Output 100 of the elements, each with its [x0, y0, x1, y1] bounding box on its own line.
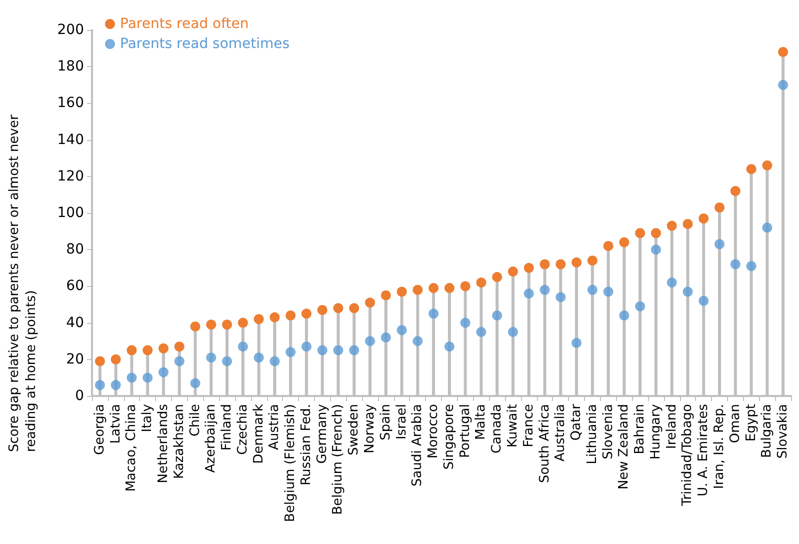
- x-tick-label: Sweden: [346, 404, 362, 456]
- legend-label: Parents read sometimes: [120, 36, 290, 52]
- point: [380, 290, 391, 300]
- point: [746, 261, 756, 272]
- x-tick-label: Qatar: [569, 403, 584, 441]
- point: [110, 354, 121, 364]
- point: [778, 46, 788, 57]
- x-tick-label: Kuwait: [505, 404, 520, 448]
- point: [222, 356, 232, 366]
- point: [365, 336, 376, 346]
- point: [158, 343, 168, 354]
- x-tick-label: U. A. Emirates: [696, 404, 712, 496]
- x-tick-label: Macao, China: [124, 404, 140, 492]
- y-tick-label: 200: [57, 22, 84, 38]
- point: [714, 239, 725, 250]
- x-tick-label: New Zealand: [616, 404, 632, 490]
- x-tick-label: Malta: [474, 404, 489, 440]
- y-tick-label: 100: [57, 205, 84, 221]
- legend-label: Parents read often: [120, 16, 249, 32]
- point: [619, 237, 630, 248]
- x-tick-label: Spain: [378, 404, 394, 440]
- x-tick-label: Portugal: [458, 404, 473, 458]
- y-tick-label: 40: [66, 314, 84, 331]
- point: [682, 218, 693, 229]
- point: [254, 314, 264, 324]
- y-axis-title: Score gap relative to parents never or almost never reading at home (points): [7, 110, 39, 452]
- point: [444, 283, 454, 294]
- point: [428, 308, 439, 319]
- point: [762, 160, 772, 170]
- x-tick-label: Russian Fed.: [298, 404, 314, 486]
- x-tick-label: Trinidad/Tobago: [680, 404, 696, 507]
- point: [698, 213, 709, 224]
- x-tick-label: Latvia: [108, 404, 124, 444]
- x-tick-label: Bahrain: [632, 404, 648, 454]
- x-tick-label: Slovenia: [600, 404, 616, 460]
- point: [572, 257, 582, 268]
- point: [94, 356, 105, 366]
- point: [460, 318, 470, 328]
- point: [540, 259, 550, 270]
- point: [286, 347, 296, 358]
- point: [524, 288, 534, 299]
- point: [270, 312, 280, 322]
- x-tick-label: Lithuania: [584, 404, 600, 464]
- y-tick-label: 80: [66, 242, 84, 258]
- y-tick-label: 180: [57, 58, 84, 75]
- x-tick-label: Belgium (French): [330, 404, 346, 515]
- point: [666, 278, 677, 288]
- x-tick-label: Slovakia: [776, 404, 791, 459]
- x-tick-label: Italy: [140, 404, 156, 432]
- point: [126, 345, 137, 356]
- x-tick-label: Australia: [553, 404, 568, 462]
- x-tick-label: Canada: [490, 404, 505, 454]
- point: [603, 286, 614, 297]
- point: [94, 380, 105, 390]
- point: [587, 284, 598, 295]
- point: [190, 321, 200, 332]
- point: [174, 356, 184, 366]
- point: [174, 342, 184, 352]
- y-tick-label: 20: [66, 351, 84, 368]
- point: [698, 296, 709, 306]
- point: [635, 301, 646, 312]
- x-tick-label: Oman: [728, 404, 743, 444]
- point: [508, 266, 518, 277]
- point: [476, 326, 486, 337]
- x-tick-label: Kazakhstan: [172, 404, 187, 479]
- point: [650, 244, 661, 255]
- x-tick-label: Bulgaria: [760, 404, 775, 458]
- point: [762, 222, 772, 233]
- x-tick-label: Chile: [188, 404, 203, 437]
- point: [682, 286, 693, 297]
- x-tick-label: Morocco: [426, 404, 442, 458]
- point: [476, 278, 486, 288]
- point: [666, 220, 677, 231]
- y-tick-label: 0: [75, 388, 84, 404]
- point: [730, 259, 740, 270]
- point: [349, 303, 360, 314]
- y-tick-label: 60: [66, 278, 84, 294]
- point: [380, 332, 391, 342]
- point: [158, 367, 168, 378]
- point: [238, 342, 248, 352]
- point: [333, 303, 344, 314]
- point: [635, 228, 646, 238]
- x-tick-label: Georgia: [92, 404, 108, 455]
- point: [556, 292, 566, 302]
- x-tick-label: Israel: [394, 404, 410, 440]
- point: [396, 286, 407, 297]
- point: [349, 345, 360, 356]
- point: [142, 372, 153, 383]
- y-tick-label: 120: [57, 168, 84, 184]
- point: [301, 308, 312, 319]
- x-tick-label: Ireland: [664, 404, 680, 449]
- point: [222, 320, 232, 330]
- x-tick-label: Saudi Arabia: [410, 404, 426, 486]
- x-tick-label: France: [521, 404, 536, 448]
- point: [444, 342, 454, 352]
- point: [190, 378, 200, 388]
- x-tick-label: Iran, Isl. Rep.: [712, 404, 728, 489]
- x-tick-label: Czechia: [235, 404, 250, 455]
- point: [556, 259, 566, 270]
- point: [778, 80, 788, 90]
